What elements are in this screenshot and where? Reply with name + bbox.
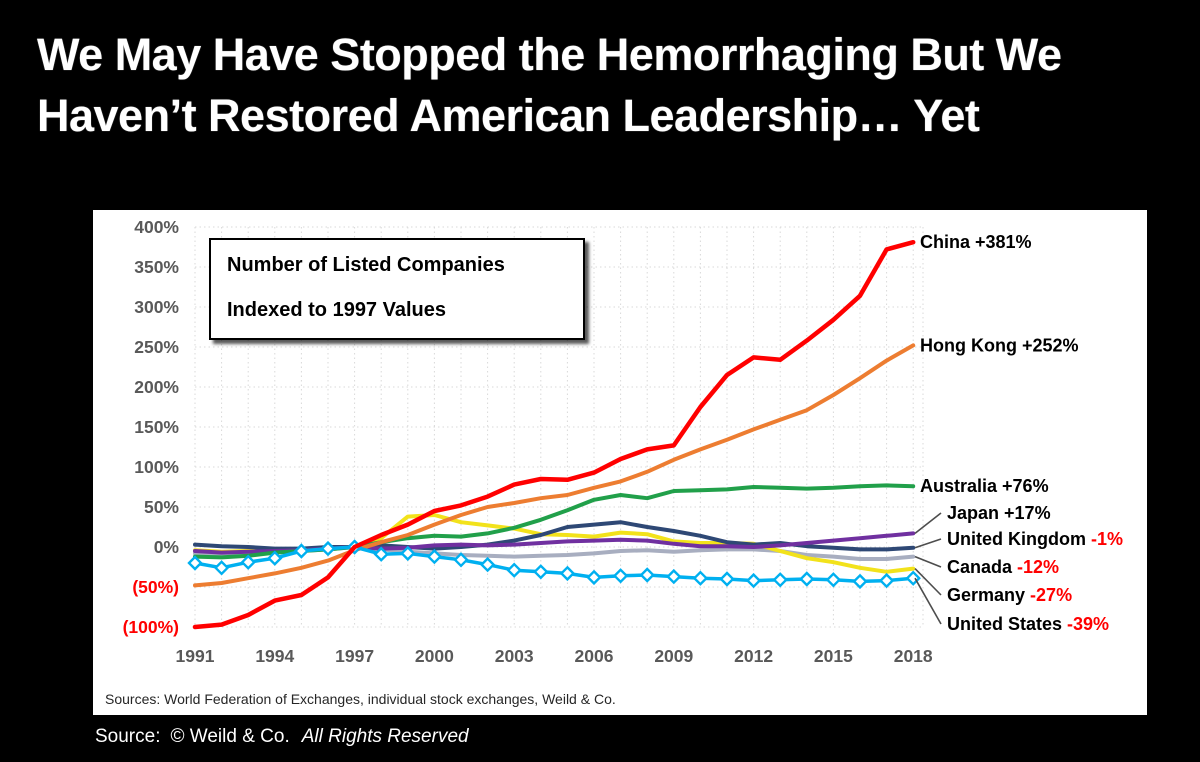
diamond-marker <box>267 550 283 566</box>
x-axis-labels: 1991 1994 1997 2000 2003 2006 2009 2012 2015 2018 <box>176 646 933 666</box>
x-tick-label: 2009 <box>654 646 693 666</box>
y-tick-label: 350% <box>134 257 179 277</box>
leader-line-canada <box>914 555 942 568</box>
diamond-marker <box>293 543 310 559</box>
diamond-marker <box>240 554 256 570</box>
diamond-marker <box>825 572 842 588</box>
series-line-united-states <box>193 545 915 584</box>
diamond-marker <box>373 546 389 562</box>
sources-note: Sources: World Federation of Exchanges, … <box>105 691 616 707</box>
y-axis-labels: 400% 350% 300% 250% 200% 150% 100% 50% 0% (50%) (1… <box>123 217 180 637</box>
footer-source-rights: All Rights Reserved <box>301 726 469 747</box>
diamond-marker <box>213 560 230 576</box>
x-tick-label: 1994 <box>255 646 294 666</box>
series-label-japan: Japan +17% <box>947 503 1051 523</box>
slide-title-line2: Haven’t Restored American Leadership… Ye… <box>37 90 980 142</box>
chart-panel: 400% 350% 300% 250% 200% 150% 100% 50% 0% (50%) (1… <box>93 210 1147 715</box>
series-line-hong-kong <box>193 343 916 588</box>
series-markers-united-states <box>187 539 921 590</box>
x-tick-label: 2000 <box>415 646 454 666</box>
footer-source: Source: © Weild & Co. All Rights Reserved <box>95 726 469 748</box>
series-label-china: China +381% <box>920 232 1032 252</box>
diamond-marker <box>612 568 629 584</box>
diamond-marker <box>772 572 788 588</box>
y-tick-label: 250% <box>134 337 179 357</box>
y-tick-label: 150% <box>134 417 179 437</box>
leader-line-united-kingdom <box>914 538 942 549</box>
x-tick-label: 2012 <box>734 646 773 666</box>
y-tick-label: (100%) <box>123 617 179 637</box>
y-tick-label: 100% <box>134 457 179 477</box>
y-tick-label: 300% <box>134 297 179 317</box>
diamond-marker <box>586 569 602 586</box>
y-tick-label: 50% <box>144 497 179 517</box>
diamond-marker <box>479 556 496 573</box>
diamond-marker <box>666 568 682 585</box>
diamond-marker <box>533 564 549 580</box>
leader-line-united-states <box>914 577 942 625</box>
diamond-marker <box>878 572 895 589</box>
leader-line-japan <box>914 512 942 535</box>
diamond-marker <box>559 565 576 582</box>
series-label-united-states: United States -39% <box>947 614 1109 634</box>
diamond-marker <box>799 571 815 587</box>
diamond-marker <box>719 571 735 587</box>
diamond-marker <box>506 562 522 578</box>
y-tick-label: 200% <box>134 377 179 397</box>
line-chart: 400% 350% 300% 250% 200% 150% 100% 50% 0% (50%) (1… <box>123 217 1123 666</box>
diamond-marker <box>692 570 709 586</box>
diamond-marker <box>187 555 203 571</box>
x-tick-label: 1997 <box>335 646 374 666</box>
diamond-marker <box>426 548 443 565</box>
x-tick-label: 2018 <box>894 646 933 666</box>
series-label-australia: Australia +76% <box>920 476 1049 496</box>
series-label-united-kingdom: United Kingdom -1% <box>947 529 1123 549</box>
series-end-labels: China +381% Hong Kong +252% Australia +76%… <box>914 232 1123 634</box>
x-tick-label: 1991 <box>176 646 215 666</box>
series-label-germany: Germany -27% <box>947 585 1072 605</box>
y-tick-label: 400% <box>134 217 179 237</box>
x-tick-label: 2003 <box>495 646 534 666</box>
diamond-marker <box>639 567 655 583</box>
slide-title: We May Have Stopped the Hemorrhaging But… <box>37 24 1062 146</box>
diamond-marker <box>852 573 868 590</box>
diamond-marker <box>320 540 336 557</box>
chart-note-line2: Indexed to 1997 Values <box>227 299 446 321</box>
series-label-canada: Canada -12% <box>947 557 1059 577</box>
diamond-marker <box>400 545 416 562</box>
slide-title-line1: We May Have Stopped the Hemorrhaging But… <box>37 29 1062 80</box>
leader-line-germany <box>914 568 942 596</box>
y-tick-label: (50%) <box>132 577 179 597</box>
footer-source-owner: © Weild & Co. <box>170 726 290 747</box>
x-tick-label: 2015 <box>814 646 853 666</box>
series-line-china <box>192 239 916 630</box>
chart-note-line1: Number of Listed Companies <box>227 254 505 276</box>
chart-note-box: Number of Listed Companies Indexed to 19… <box>209 238 585 340</box>
diamond-marker <box>453 552 469 568</box>
series-label-hong-kong: Hong Kong +252% <box>920 335 1079 355</box>
y-tick-label: 0% <box>154 537 180 557</box>
x-tick-label: 2006 <box>575 646 614 666</box>
diamond-marker <box>745 572 762 589</box>
footer-source-prefix: Source: <box>95 726 161 747</box>
